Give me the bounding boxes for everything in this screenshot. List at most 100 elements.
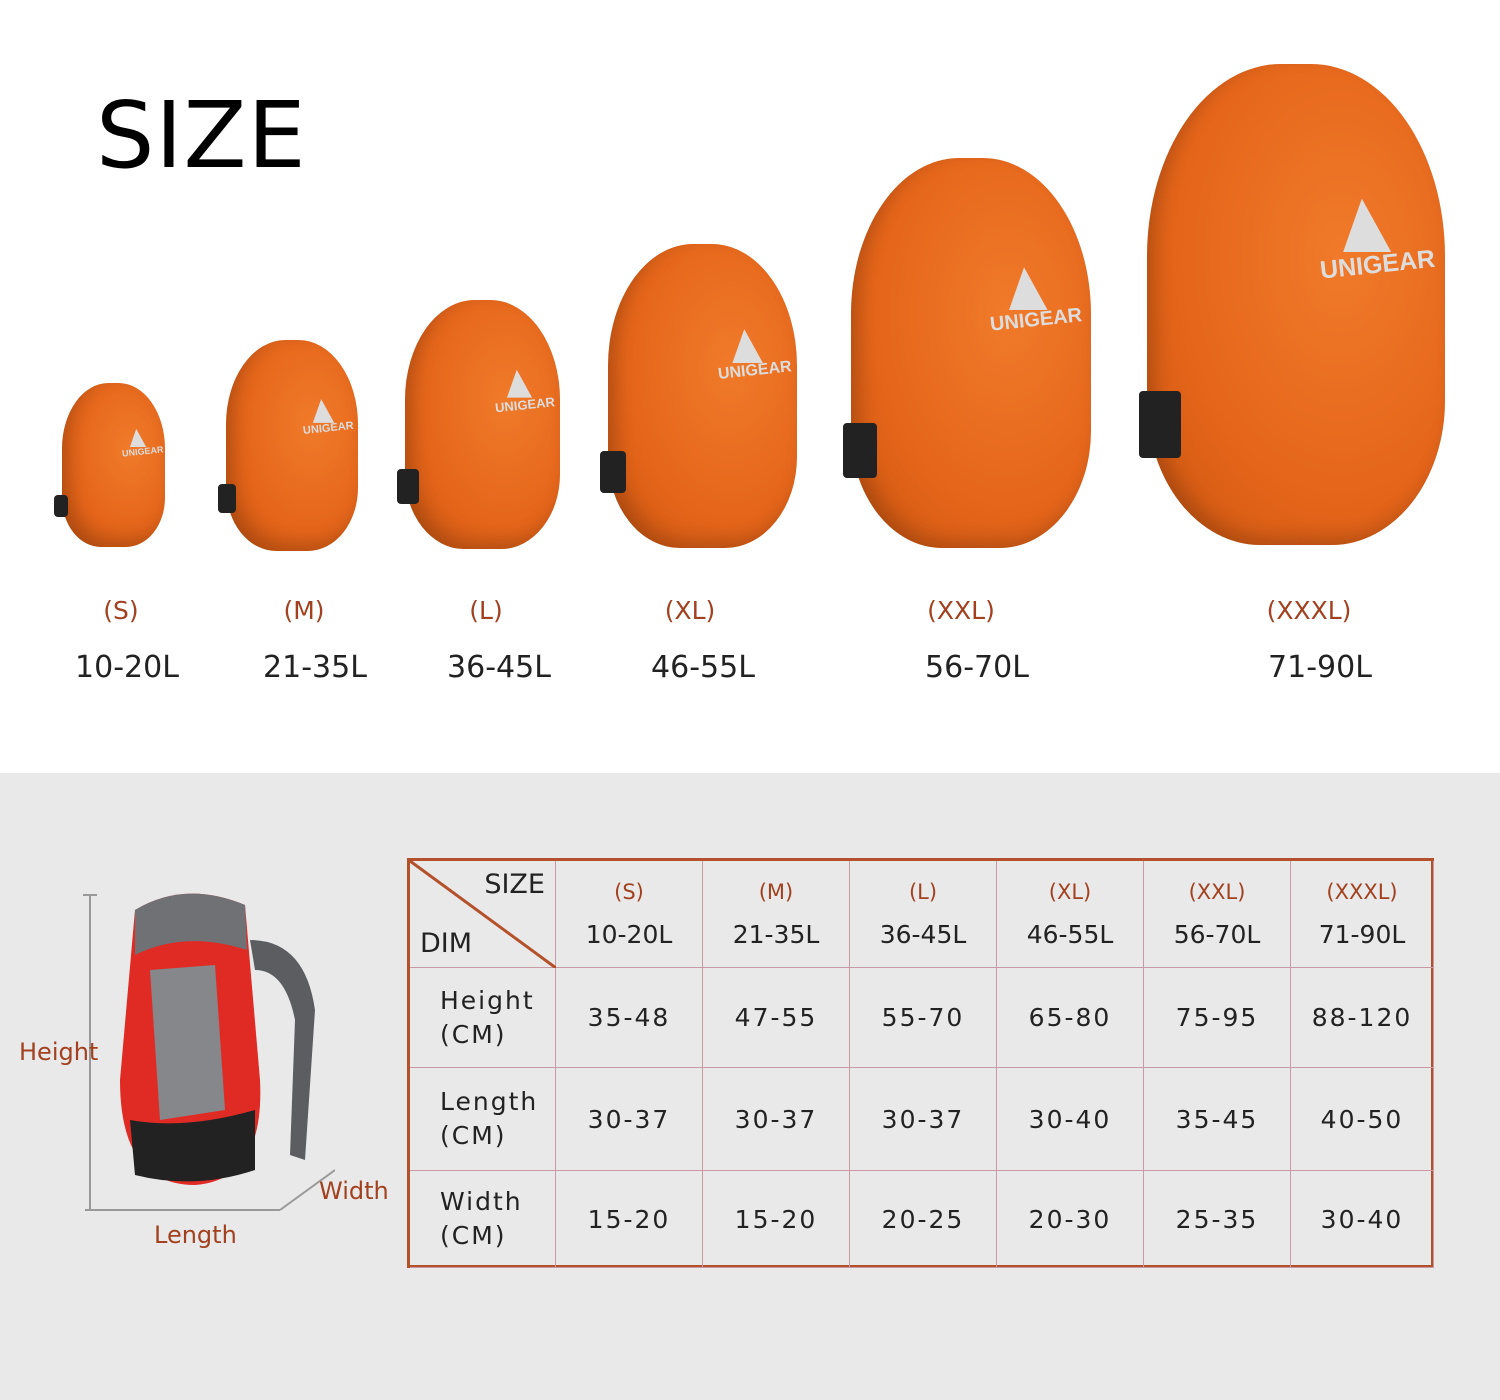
backpack-image <box>83 893 335 1211</box>
row-header: Height (CM) <box>410 968 556 1068</box>
rain-cover-image: UNIGEAR <box>397 300 560 549</box>
size-label: (XL) <box>664 596 716 625</box>
unigear-logo: UNIGEAR <box>989 267 1083 336</box>
rain-cover-image: UNIGEAR <box>54 383 165 547</box>
column-header: (S) 10-20L <box>556 861 703 968</box>
table-cell: 20-25 <box>850 1171 997 1268</box>
table-cell: 30-37 <box>703 1068 850 1171</box>
table-cell: 15-20 <box>703 1171 850 1268</box>
volume-label: 46-55L <box>1026 919 1114 949</box>
rain-cover-image: UNIGEAR <box>600 244 797 548</box>
volume-label: 21-35L <box>732 919 820 949</box>
brand-text: UNIGEAR <box>121 444 164 460</box>
volume-label: 71-90L <box>1318 919 1406 949</box>
cell-value: 15-20 <box>734 1204 818 1234</box>
size-label: (L) <box>908 879 938 904</box>
table-cell: 75-95 <box>1144 968 1291 1068</box>
volume-label: 36-45L <box>879 919 967 949</box>
volume-label: 21-35L <box>263 650 367 685</box>
size-label: (M) <box>283 596 325 625</box>
cell-value: 75-95 <box>1175 1003 1259 1032</box>
size-table: SIZE DIM (S) 10-20L (M) 21-35L (L) 36-45L (XL) 46… <box>407 858 1434 1268</box>
size-label: (XXL) <box>1188 879 1246 904</box>
rain-cover-image: UNIGEAR <box>843 158 1091 548</box>
column-header: (XL) 46-55L <box>997 861 1144 968</box>
table-cell: 15-20 <box>556 1171 703 1268</box>
row-unit: (CM) <box>440 1221 507 1250</box>
cell-value: 25-35 <box>1175 1204 1259 1234</box>
cell-value: 15-20 <box>587 1204 671 1234</box>
volume-label: 56-70L <box>1173 919 1261 949</box>
size-label: (S) <box>103 596 139 625</box>
brand-text: UNIGEAR <box>716 358 792 384</box>
buckle <box>397 469 419 505</box>
table-cell: 30-40 <box>997 1068 1144 1171</box>
size-label: (XL) <box>1048 879 1092 904</box>
row-header: Length (CM) <box>410 1068 556 1171</box>
cell-value: 65-80 <box>1028 1003 1112 1032</box>
height-label: Height <box>19 1038 99 1066</box>
buckle <box>54 494 69 518</box>
column-header: (XXXL) 71-90L <box>1291 861 1434 968</box>
table-cell: 35-45 <box>1144 1068 1291 1171</box>
page-title: SIZE <box>96 82 307 189</box>
size-label: (XXXL) <box>1266 596 1352 625</box>
brand-text: UNIGEAR <box>302 419 354 437</box>
buckle <box>1139 391 1181 459</box>
column-header: (M) 21-35L <box>703 861 850 968</box>
volume-label: 46-55L <box>651 650 755 685</box>
buckle <box>600 450 627 494</box>
brand-text: UNIGEAR <box>1318 244 1437 285</box>
unigear-logo: UNIGEAR <box>302 399 354 437</box>
cell-value: 30-37 <box>881 1104 965 1134</box>
volume-label: 10-20L <box>75 650 179 685</box>
cell-value: 47-55 <box>734 1003 818 1032</box>
volume-label: 10-20L <box>585 919 673 949</box>
table-cell: 25-35 <box>1144 1171 1291 1268</box>
size-label: (XXL) <box>927 596 995 625</box>
cell-value: 30-37 <box>587 1104 671 1134</box>
length-label: Length <box>154 1221 237 1249</box>
table-cell: 47-55 <box>703 968 850 1068</box>
table-cell: 30-37 <box>850 1068 997 1171</box>
volume-label: 36-45L <box>447 650 551 685</box>
cell-value: 20-30 <box>1028 1204 1112 1234</box>
row-label: Height <box>440 985 535 1015</box>
cell-value: 20-25 <box>881 1204 965 1234</box>
unigear-logo: UNIGEAR <box>1319 198 1436 285</box>
unigear-logo: UNIGEAR <box>716 329 792 384</box>
cell-value: 30-37 <box>734 1104 818 1134</box>
cell-value: 40-50 <box>1320 1104 1404 1134</box>
rain-cover-image: UNIGEAR <box>218 340 358 551</box>
corner-dim: DIM <box>420 928 473 959</box>
row-unit: (CM) <box>440 1121 507 1150</box>
corner-size: SIZE <box>484 869 545 900</box>
table-corner: SIZE DIM <box>410 861 556 968</box>
unigear-logo: UNIGEAR <box>121 428 164 460</box>
table-cell: 30-40 <box>1291 1171 1434 1268</box>
table-cell: 35-48 <box>556 968 703 1068</box>
row-unit: (CM) <box>440 1019 507 1049</box>
column-header: (L) 36-45L <box>850 861 997 968</box>
table-cell: 88-120 <box>1291 968 1434 1068</box>
table-cell: 30-37 <box>556 1068 703 1171</box>
row-label: Length <box>440 1087 539 1116</box>
size-label: (XXXL) <box>1326 879 1398 904</box>
table-cell: 55-70 <box>850 968 997 1068</box>
unigear-logo: UNIGEAR <box>494 369 556 415</box>
cell-value: 35-48 <box>587 1003 671 1032</box>
table-cell: 40-50 <box>1291 1068 1434 1171</box>
cell-value: 30-40 <box>1028 1104 1112 1134</box>
brand-text: UNIGEAR <box>494 393 556 415</box>
cell-value: 35-45 <box>1175 1104 1259 1134</box>
table-cell: 20-30 <box>997 1171 1144 1268</box>
table-cell: 65-80 <box>997 968 1144 1068</box>
volume-label: 71-90L <box>1268 650 1372 685</box>
buckle <box>843 423 877 478</box>
size-label: (M) <box>758 879 794 904</box>
rain-cover-image: UNIGEAR <box>1139 64 1445 545</box>
row-header: Width (CM) <box>410 1171 556 1268</box>
column-header: (XXL) 56-70L <box>1144 861 1291 968</box>
buckle <box>218 483 237 514</box>
size-label: (S) <box>614 879 644 904</box>
